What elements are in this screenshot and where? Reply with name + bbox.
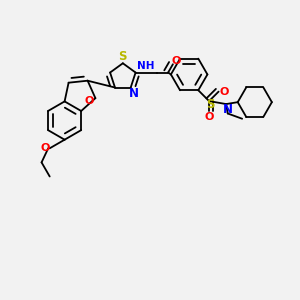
Text: O: O — [40, 143, 50, 153]
Text: N: N — [129, 88, 139, 100]
Text: O: O — [171, 56, 181, 66]
Text: N: N — [223, 103, 232, 116]
Text: O: O — [204, 112, 214, 122]
Text: S: S — [206, 98, 215, 110]
Text: O: O — [85, 96, 94, 106]
Text: O: O — [219, 87, 229, 97]
Text: S: S — [118, 50, 127, 63]
Text: NH: NH — [137, 61, 155, 71]
